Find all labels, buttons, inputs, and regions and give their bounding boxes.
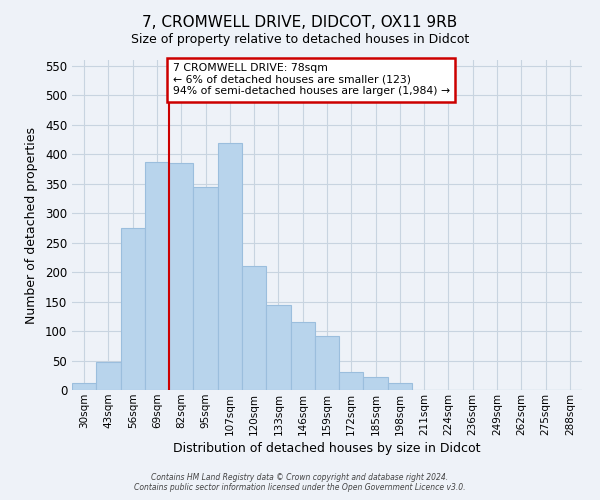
X-axis label: Distribution of detached houses by size in Didcot: Distribution of detached houses by size … [173, 442, 481, 455]
Bar [290, 322, 315, 390]
Bar [72, 383, 96, 390]
Text: Size of property relative to detached houses in Didcot: Size of property relative to detached ho… [131, 32, 469, 46]
Text: 7 CROMWELL DRIVE: 78sqm
← 6% of detached houses are smaller (123)
94% of semi-de: 7 CROMWELL DRIVE: 78sqm ← 6% of detached… [173, 63, 450, 96]
Bar [315, 336, 339, 390]
Bar [193, 186, 218, 390]
Bar [121, 228, 145, 390]
Bar [169, 163, 193, 390]
Y-axis label: Number of detached properties: Number of detached properties [25, 126, 38, 324]
Bar [364, 377, 388, 390]
Text: Contains HM Land Registry data © Crown copyright and database right 2024.
Contai: Contains HM Land Registry data © Crown c… [134, 473, 466, 492]
Bar [266, 304, 290, 390]
Bar [96, 362, 121, 390]
Bar [218, 142, 242, 390]
Text: 7, CROMWELL DRIVE, DIDCOT, OX11 9RB: 7, CROMWELL DRIVE, DIDCOT, OX11 9RB [142, 15, 458, 30]
Bar [339, 372, 364, 390]
Bar [145, 162, 169, 390]
Bar [242, 266, 266, 390]
Bar [388, 383, 412, 390]
